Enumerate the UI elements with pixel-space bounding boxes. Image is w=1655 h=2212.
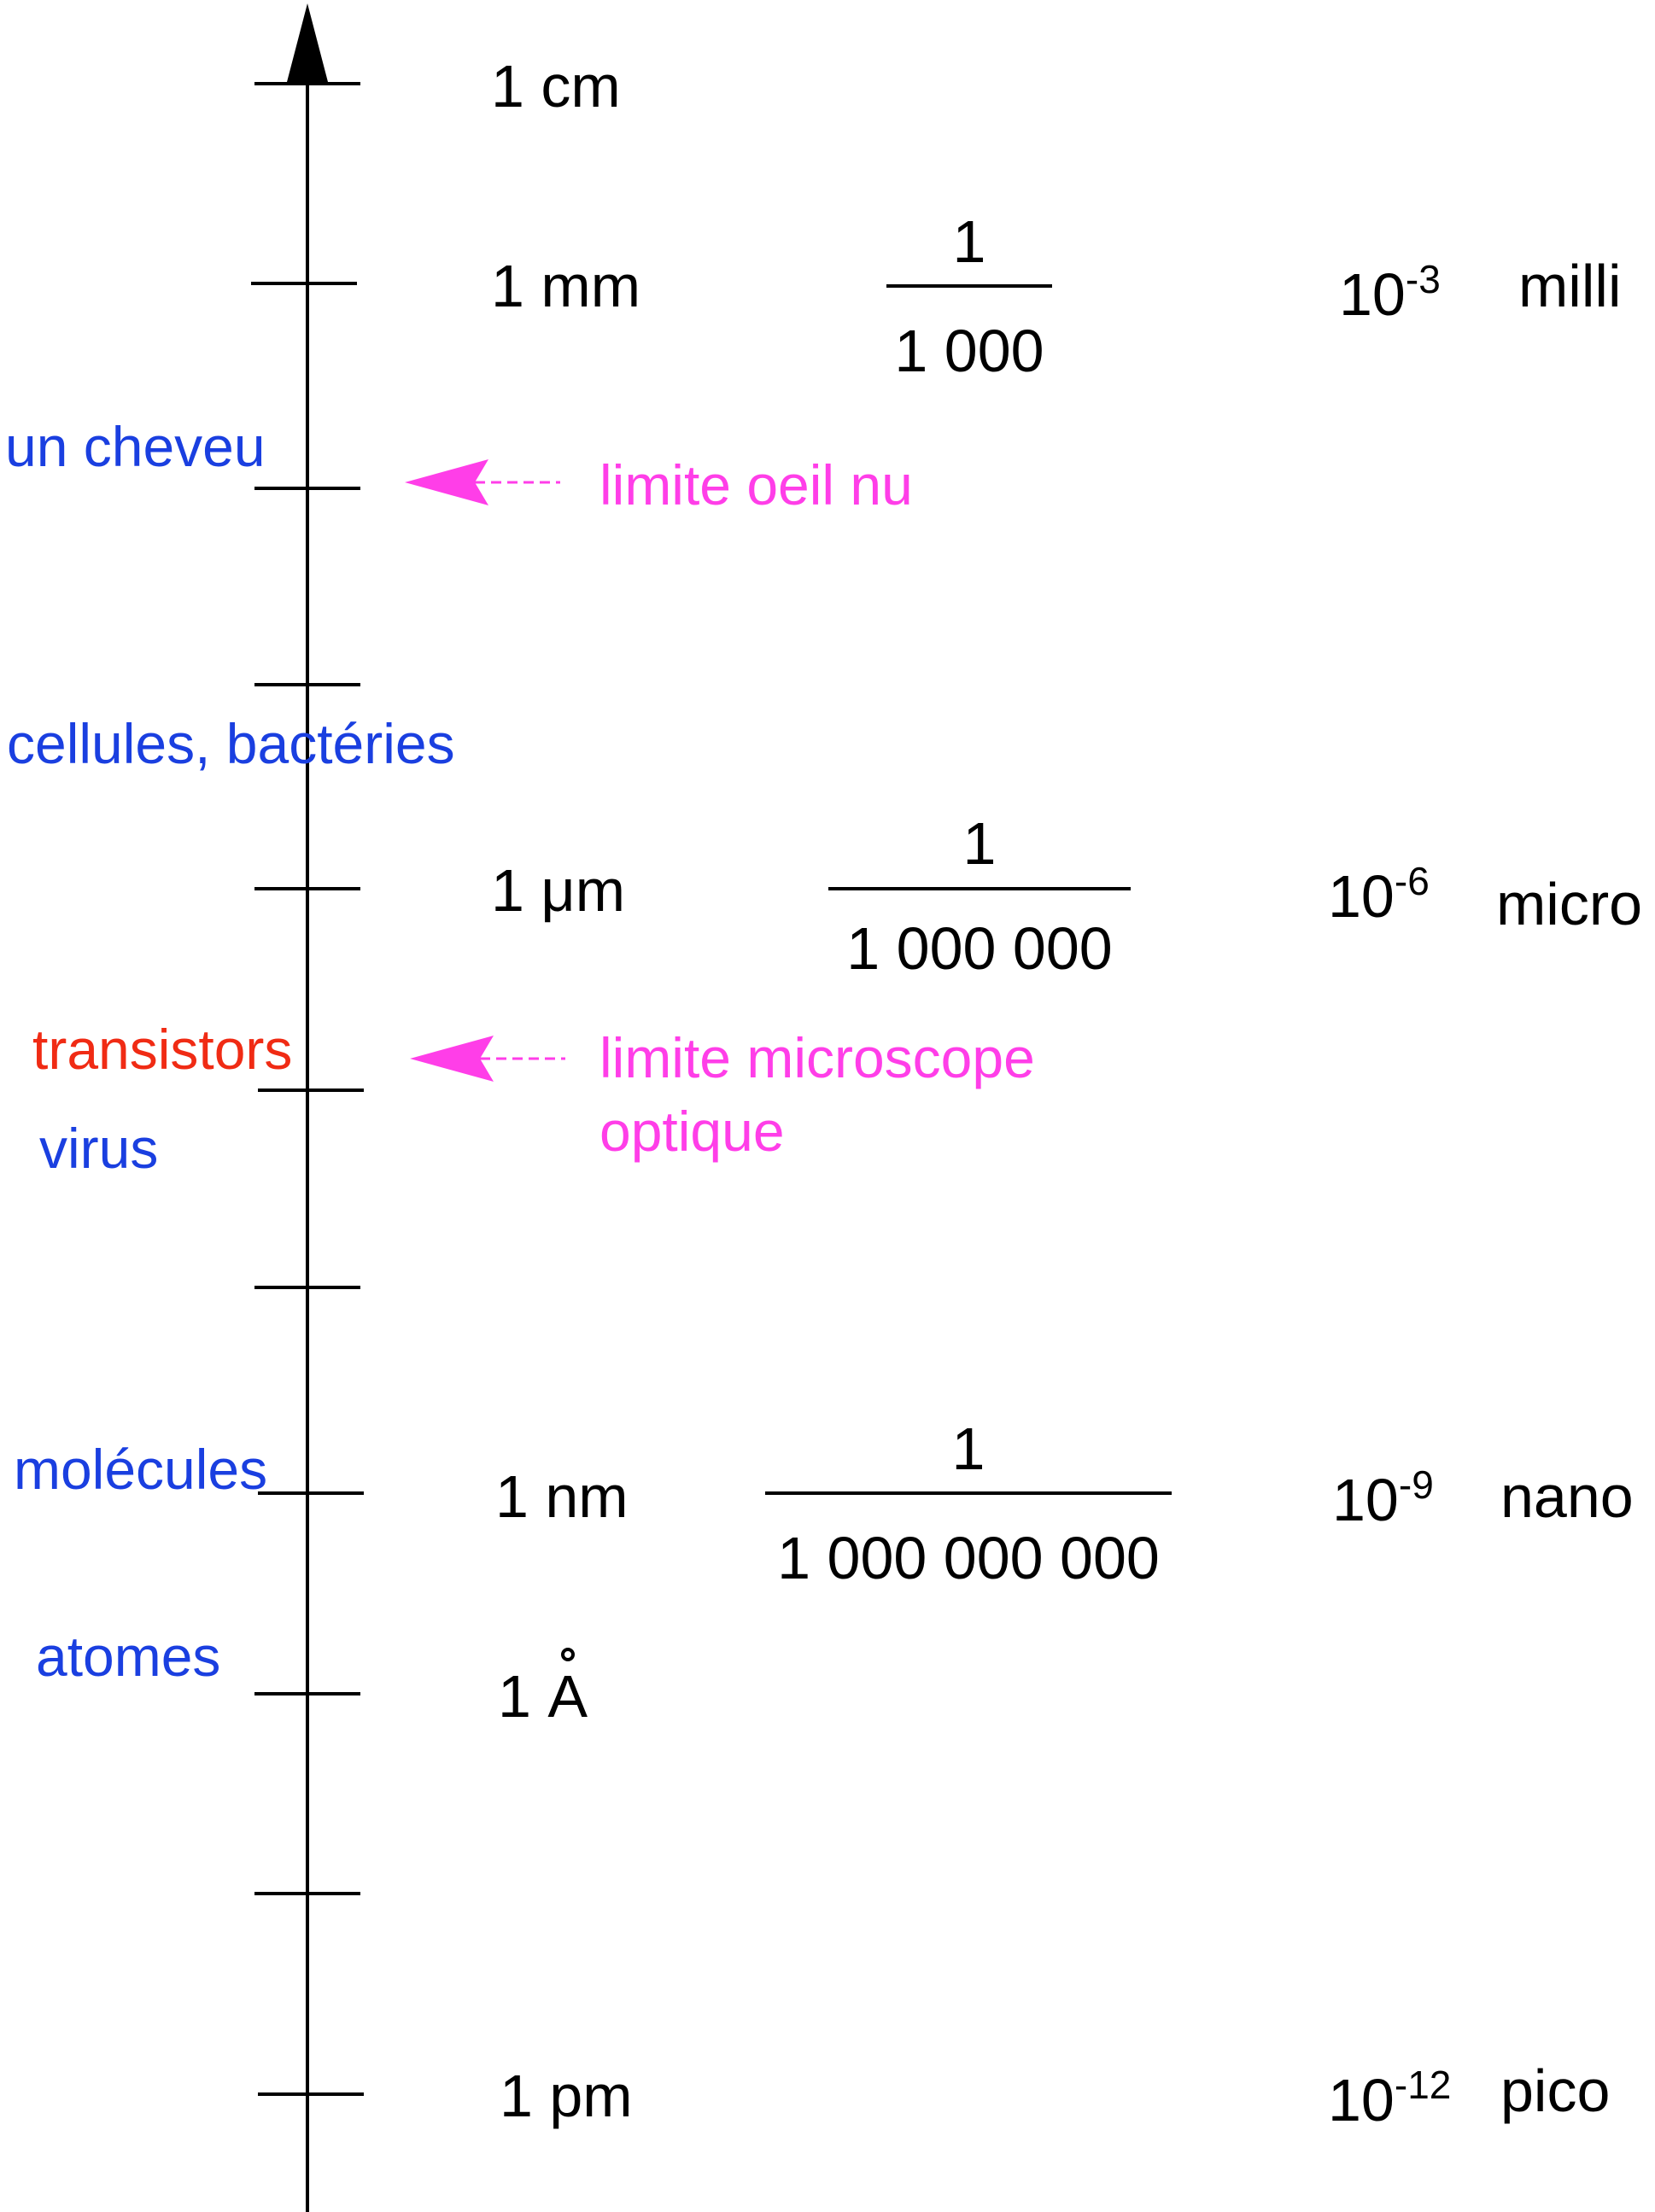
object-label-molecules: molécules xyxy=(14,1438,268,1501)
fraction-denominator-mm: 1 000 xyxy=(894,318,1044,384)
object-label-hair: un cheveu xyxy=(5,415,266,478)
power-micro-base: 10 xyxy=(1328,863,1395,930)
unit-um-mu: μ xyxy=(541,857,576,924)
unit-angstrom-number: 1 xyxy=(498,1663,548,1730)
power-milli: 10-3 xyxy=(1339,260,1441,324)
object-label-cells: cellules, bactéries xyxy=(7,712,455,775)
limit-label-microscope-line1: limite microscope xyxy=(599,1026,1035,1089)
fraction-numerator-mm: 1 xyxy=(952,208,986,275)
limit-label-naked-eye: limite oeil nu xyxy=(599,453,913,517)
unit-label-mm: 1 mm xyxy=(491,253,640,319)
prefix-milli: milli xyxy=(1518,253,1622,319)
microscope-arrowhead xyxy=(410,1036,494,1082)
unit-label-nm: 1 nm xyxy=(495,1463,629,1530)
unit-label-pm: 1 pm xyxy=(500,2063,633,2129)
unit-label-angstrom: 1 A xyxy=(498,1648,588,1730)
object-label-atoms: atomes xyxy=(36,1625,221,1688)
unit-label-um: 1 μm xyxy=(491,861,625,920)
naked-eye-arrowhead xyxy=(405,459,488,505)
prefix-pico: pico xyxy=(1500,2057,1611,2124)
power-milli-exponent: -3 xyxy=(1405,257,1441,301)
unit-label-cm: 1 cm xyxy=(491,53,621,120)
power-nano-base: 10 xyxy=(1332,1467,1399,1533)
power-nano: 10-9 xyxy=(1332,1465,1434,1533)
power-milli-base: 10 xyxy=(1339,261,1406,328)
axis-arrowhead xyxy=(287,3,328,82)
unit-um-suffix: m xyxy=(575,857,626,924)
power-pico-base: 10 xyxy=(1328,2067,1395,2133)
power-pico: 10-12 xyxy=(1328,2065,1451,2133)
power-micro: 10-6 xyxy=(1328,861,1430,926)
object-label-virus: virus xyxy=(39,1117,159,1180)
fraction-denominator-nm: 1 000 000 000 xyxy=(777,1525,1160,1591)
unit-um-number: 1 xyxy=(491,857,541,924)
power-pico-exponent: -12 xyxy=(1394,2063,1452,2107)
fraction-numerator-nm: 1 xyxy=(951,1415,985,1482)
power-micro-exponent: -6 xyxy=(1394,859,1430,903)
fraction-numerator-um: 1 xyxy=(962,810,997,877)
limit-label-microscope-line2: optique xyxy=(599,1100,785,1163)
prefix-micro: micro xyxy=(1496,871,1643,937)
power-nano-exponent: -9 xyxy=(1398,1462,1434,1507)
angstrom-symbol: A xyxy=(547,1648,588,1730)
prefix-nano: nano xyxy=(1500,1463,1634,1530)
fraction-denominator-um: 1 000 000 xyxy=(846,915,1113,982)
object-label-transistors: transistors xyxy=(32,1018,293,1081)
